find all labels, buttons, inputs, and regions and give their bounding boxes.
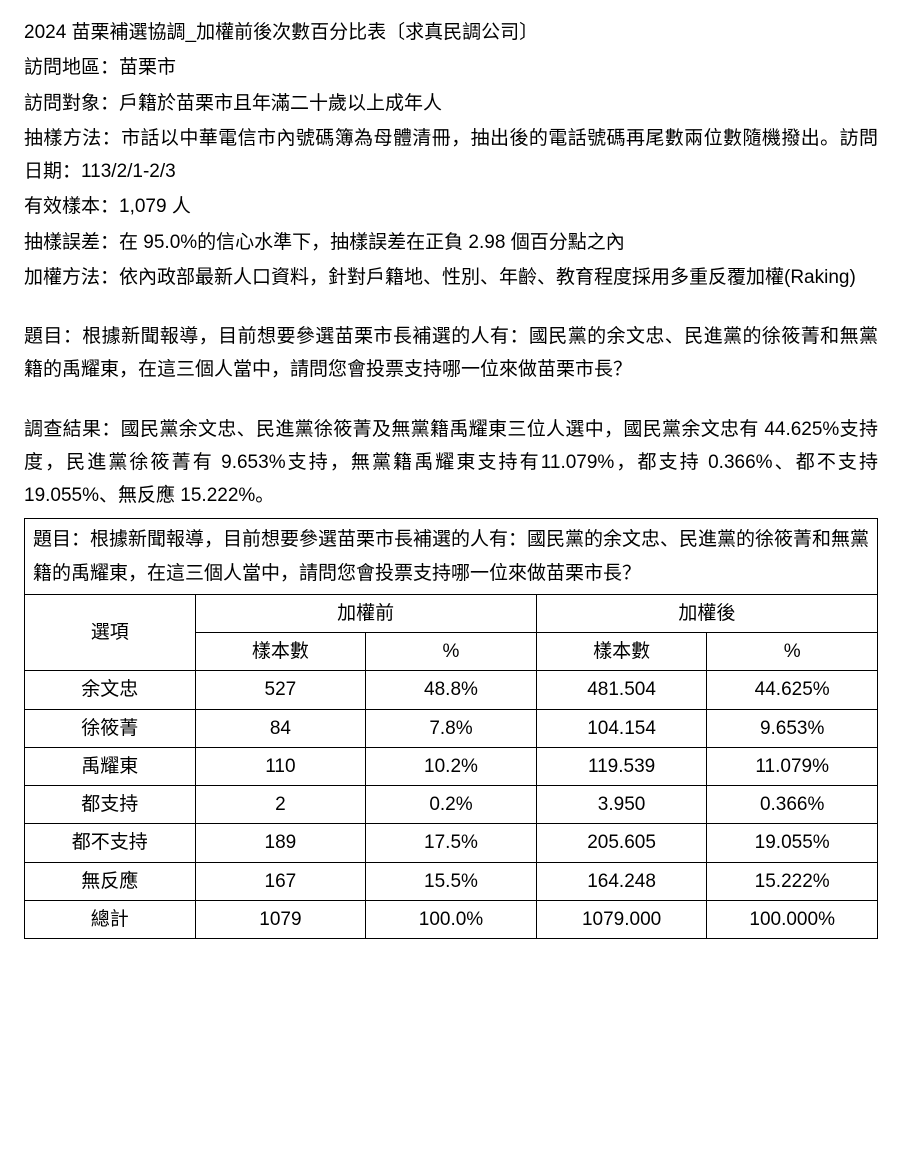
sample-line: 有效樣本：1,079 人 — [24, 190, 878, 223]
after-pct-cell: 11.079% — [707, 747, 878, 785]
before-pct-cell: 100.0% — [366, 900, 537, 938]
table-row: 禹耀東11010.2%119.53911.079% — [25, 747, 878, 785]
before-pct-cell: 0.2% — [366, 786, 537, 824]
after-pct-cell: 100.000% — [707, 900, 878, 938]
col-after-pct: % — [707, 633, 878, 671]
option-cell: 禹耀東 — [25, 747, 196, 785]
weight-line: 加權方法：依內政部最新人口資料，針對戶籍地、性別、年齡、教育程度採用多重反覆加權… — [24, 261, 878, 294]
option-cell: 無反應 — [25, 862, 196, 900]
col-option: 選項 — [25, 594, 196, 671]
after-pct-cell: 19.055% — [707, 824, 878, 862]
table-row: 徐筱菁847.8%104.1549.653% — [25, 709, 878, 747]
error-line: 抽樣誤差：在 95.0%的信心水準下，抽樣誤差在正負 2.98 個百分點之內 — [24, 226, 878, 259]
before-sample-cell: 84 — [195, 709, 366, 747]
table-row: 無反應16715.5%164.24815.222% — [25, 862, 878, 900]
before-pct-cell: 7.8% — [366, 709, 537, 747]
before-sample-cell: 110 — [195, 747, 366, 785]
after-sample-cell: 481.504 — [536, 671, 707, 709]
area-line: 訪問地區：苗栗市 — [24, 51, 878, 84]
result-paragraph: 調查結果：國民黨余文忠、民進黨徐筱菁及無黨籍禹耀東三位人選中，國民黨余文忠有 4… — [24, 413, 878, 513]
col-before-pct: % — [366, 633, 537, 671]
after-pct-cell: 9.653% — [707, 709, 878, 747]
before-pct-cell: 17.5% — [366, 824, 537, 862]
doc-title: 2024 苗栗補選協調_加權前後次數百分比表〔求真民調公司〕 — [24, 16, 878, 49]
table-row: 都支持20.2%3.9500.366% — [25, 786, 878, 824]
after-pct-cell: 15.222% — [707, 862, 878, 900]
table-row: 都不支持18917.5%205.60519.055% — [25, 824, 878, 862]
question-paragraph: 題目：根據新聞報導，目前想要參選苗栗市長補選的人有：國民黨的余文忠、民進黨的徐筱… — [24, 320, 878, 387]
after-pct-cell: 44.625% — [707, 671, 878, 709]
table-row: 總計1079100.0%1079.000100.000% — [25, 900, 878, 938]
option-cell: 都不支持 — [25, 824, 196, 862]
before-sample-cell: 189 — [195, 824, 366, 862]
after-sample-cell: 205.605 — [536, 824, 707, 862]
after-sample-cell: 119.539 — [536, 747, 707, 785]
before-pct-cell: 48.8% — [366, 671, 537, 709]
before-pct-cell: 10.2% — [366, 747, 537, 785]
subject-line: 訪問對象：戶籍於苗栗市且年滿二十歲以上成年人 — [24, 87, 878, 120]
before-sample-cell: 2 — [195, 786, 366, 824]
table-header-row-1: 選項 加權前 加權後 — [25, 594, 878, 632]
after-sample-cell: 164.248 — [536, 862, 707, 900]
col-after-sample: 樣本數 — [536, 633, 707, 671]
after-sample-cell: 1079.000 — [536, 900, 707, 938]
before-sample-cell: 527 — [195, 671, 366, 709]
before-sample-cell: 1079 — [195, 900, 366, 938]
after-pct-cell: 0.366% — [707, 786, 878, 824]
option-cell: 余文忠 — [25, 671, 196, 709]
before-pct-cell: 15.5% — [366, 862, 537, 900]
option-cell: 都支持 — [25, 786, 196, 824]
results-table: 題目：根據新聞報導，目前想要參選苗栗市長補選的人有：國民黨的余文忠、民進黨的徐筱… — [24, 518, 878, 939]
after-sample-cell: 104.154 — [536, 709, 707, 747]
col-before-sample: 樣本數 — [195, 633, 366, 671]
option-cell: 徐筱菁 — [25, 709, 196, 747]
col-after: 加權後 — [536, 594, 877, 632]
table-row: 余文忠52748.8%481.50444.625% — [25, 671, 878, 709]
sampling-line: 抽樣方法：市話以中華電信市內號碼簿為母體清冊，抽出後的電話號碼再尾數兩位數隨機撥… — [24, 122, 878, 189]
option-cell: 總計 — [25, 900, 196, 938]
before-sample-cell: 167 — [195, 862, 366, 900]
table-question-row: 題目：根據新聞報導，目前想要參選苗栗市長補選的人有：國民黨的余文忠、民進黨的徐筱… — [25, 519, 878, 595]
col-before: 加權前 — [195, 594, 536, 632]
after-sample-cell: 3.950 — [536, 786, 707, 824]
table-question-cell: 題目：根據新聞報導，目前想要參選苗栗市長補選的人有：國民黨的余文忠、民進黨的徐筱… — [25, 519, 878, 595]
